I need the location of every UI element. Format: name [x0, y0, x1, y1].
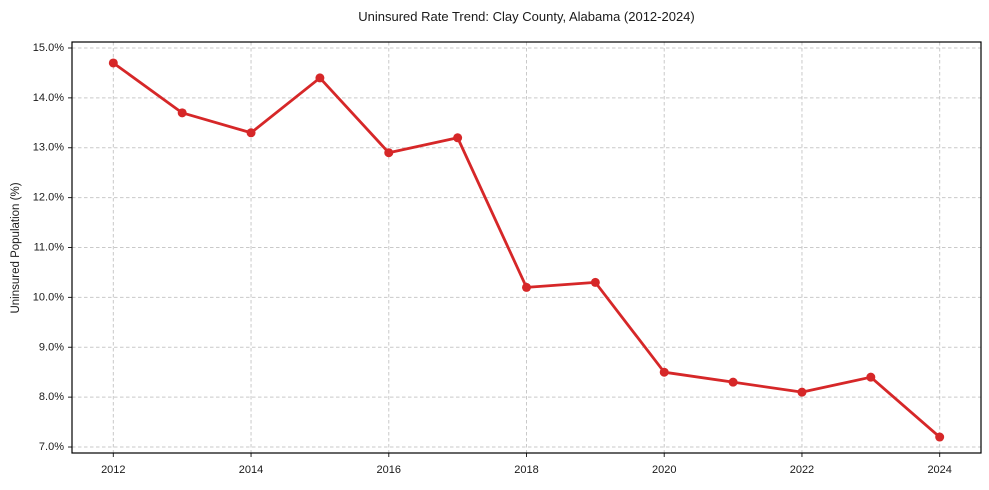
data-point-2023 [866, 372, 876, 382]
y-tick-label: 12.0% [33, 192, 64, 204]
y-tick-label: 11.0% [34, 242, 65, 254]
x-tick-label: 2020 [652, 464, 676, 476]
data-point-2024 [935, 432, 945, 442]
data-point-2013 [177, 108, 187, 118]
data-point-2021 [728, 377, 738, 387]
y-tick-label: 9.0% [39, 341, 64, 353]
data-point-2019 [590, 277, 600, 287]
data-point-2016 [384, 148, 394, 158]
x-tick-label: 2024 [927, 464, 951, 476]
chart-title: Uninsured Rate Trend: Clay County, Alaba… [358, 9, 695, 24]
y-tick-label: 15.0% [33, 42, 64, 54]
y-tick-label: 14.0% [33, 92, 64, 104]
data-point-2017 [453, 133, 463, 143]
x-tick-label: 2022 [790, 464, 814, 476]
data-point-2014 [246, 128, 256, 138]
data-point-2020 [659, 367, 669, 377]
data-point-2012 [108, 58, 118, 68]
y-tick-label: 7.0% [39, 441, 64, 453]
y-tick-label: 13.0% [33, 142, 64, 154]
y-tick-label: 8.0% [39, 391, 64, 403]
data-point-2018 [522, 282, 531, 292]
x-tick-label: 2012 [101, 464, 125, 476]
data-point-2022 [797, 387, 807, 397]
plot-border [71, 41, 982, 454]
data-point-2015 [315, 73, 325, 83]
x-tick-label: 2016 [377, 464, 401, 476]
x-tick-label: 2018 [514, 464, 538, 476]
y-tick-label: 10.0% [33, 291, 64, 303]
x-tick-label: 2014 [239, 464, 263, 476]
